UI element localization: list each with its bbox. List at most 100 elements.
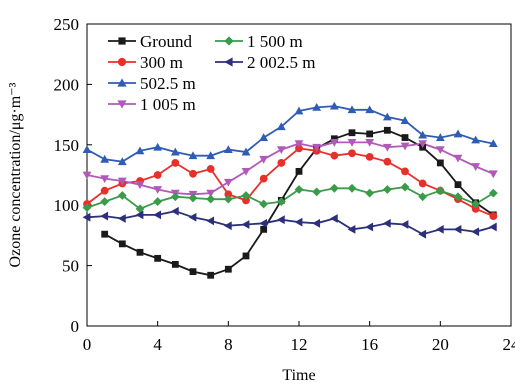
data-point-300-m <box>100 186 109 195</box>
legend-swatch-marker <box>117 100 127 109</box>
data-point-1-500-m <box>241 191 251 200</box>
data-point-2-002-5-m <box>329 214 338 223</box>
data-point-1-500-m <box>453 192 463 202</box>
legend-item-2-002-5-m: 2 002.5 m <box>215 53 315 72</box>
series-line-502-5-m <box>86 105 494 163</box>
data-point-1-500-m <box>170 192 180 202</box>
data-point-1-500-m <box>188 193 198 203</box>
series-lines <box>86 105 494 277</box>
legend-label: 1 500 m <box>247 32 303 51</box>
data-point-1-500-m <box>435 186 445 196</box>
data-point-300-m <box>242 196 250 205</box>
data-point-1-005-m <box>276 146 286 155</box>
x-tick-label: 12 <box>291 335 308 354</box>
data-point-ground <box>366 130 374 138</box>
data-point-1-500-m <box>153 197 163 206</box>
data-point-1-005-m <box>400 142 410 151</box>
series-line-1-500-m <box>86 186 494 210</box>
data-point-1-005-m <box>488 170 498 179</box>
data-point-300-m <box>348 149 356 158</box>
legend-label: 2 002.5 m <box>247 53 315 72</box>
data-point-2-002-5-m <box>276 215 285 225</box>
data-point-1-500-m <box>259 199 269 209</box>
data-point-300-m <box>206 165 215 173</box>
data-point-300-m <box>295 144 303 153</box>
data-point-2-002-5-m <box>117 214 126 223</box>
data-point-ground <box>260 225 268 233</box>
data-point-1-500-m <box>329 183 339 193</box>
data-point-ground <box>383 126 391 134</box>
data-point-300-m <box>418 179 427 188</box>
data-point-1-500-m <box>418 192 428 202</box>
data-point-2-002-5-m <box>241 220 250 229</box>
data-point-502-5-m <box>135 146 145 155</box>
data-point-1-005-m <box>206 189 216 198</box>
y-axis-label: Ozone concentration/μg·m⁻³ <box>7 82 24 267</box>
data-point-ground <box>295 167 303 175</box>
data-point-1-500-m <box>294 185 304 194</box>
data-point-502-5-m <box>488 139 498 147</box>
data-point-502-5-m <box>435 133 445 141</box>
data-point-502-5-m <box>259 133 269 141</box>
data-point-ground <box>436 159 444 167</box>
data-point-2-002-5-m <box>382 218 391 228</box>
legend: Ground 1 500 m 300 m 2 002.5 m 502.5 m 1 005 … <box>108 32 315 114</box>
x-tick-label: 4 <box>153 335 162 354</box>
data-point-502-5-m <box>170 147 180 156</box>
legend-label: 502.5 m <box>140 74 196 93</box>
data-point-1-500-m <box>471 199 481 209</box>
legend-label: 300 m <box>140 53 183 72</box>
legend-swatch-marker <box>118 37 126 45</box>
data-point-ground <box>136 248 144 256</box>
data-point-1-005-m <box>329 138 339 147</box>
data-point-2-002-5-m <box>365 222 374 232</box>
data-point-ground <box>154 254 162 262</box>
legend-item-1-005-m: 1 005 m <box>108 95 196 114</box>
legend-swatch-marker <box>117 78 127 87</box>
data-point-1-500-m <box>365 188 375 198</box>
data-point-300-m <box>471 204 480 213</box>
data-point-1-005-m <box>418 140 428 148</box>
data-point-300-m <box>153 171 162 179</box>
data-point-1-500-m <box>135 204 145 214</box>
data-point-1-005-m <box>153 186 163 194</box>
x-axis-label: Time <box>282 367 315 384</box>
data-point-1-500-m <box>347 183 357 193</box>
data-point-2-002-5-m <box>347 224 356 234</box>
chart-axes: 0 50 100 150 200 250 0 4 8 12 16 20 24 <box>54 15 515 354</box>
data-point-2-002-5-m <box>188 212 197 222</box>
data-point-502-5-m <box>223 145 233 154</box>
data-point-502-5-m <box>241 147 251 156</box>
data-point-502-5-m <box>365 105 375 114</box>
data-point-ground <box>189 268 197 276</box>
data-point-1-005-m <box>82 171 92 180</box>
data-point-1-500-m <box>82 203 92 213</box>
y-tick-label: 250 <box>54 15 80 34</box>
data-point-502-5-m <box>294 106 304 115</box>
x-tick-label: 24 <box>503 335 515 354</box>
data-point-300-m <box>259 174 268 183</box>
data-point-ground <box>101 230 109 238</box>
data-point-1-005-m <box>117 177 127 186</box>
series-markers <box>82 101 498 279</box>
data-point-300-m <box>383 157 392 166</box>
data-point-502-5-m <box>400 116 410 125</box>
data-point-1-005-m <box>135 181 145 190</box>
data-point-1-500-m <box>117 191 127 200</box>
data-point-1-500-m <box>223 194 233 204</box>
legend-item-1-500-m: 1 500 m <box>215 32 303 51</box>
legend-label: 1 005 m <box>140 95 196 114</box>
data-point-ground <box>401 134 409 141</box>
data-point-ground <box>207 271 215 279</box>
legend-swatch-marker <box>117 57 127 67</box>
data-point-502-5-m <box>418 130 428 139</box>
data-point-300-m <box>401 167 409 176</box>
data-point-1-005-m <box>347 138 357 147</box>
data-point-2-002-5-m <box>400 220 409 229</box>
data-point-2-002-5-m <box>471 227 480 237</box>
y-tick-label: 50 <box>62 257 79 276</box>
data-point-502-5-m <box>276 122 286 131</box>
legend-swatch-marker <box>224 57 233 67</box>
data-point-2-002-5-m <box>435 224 444 234</box>
data-point-502-5-m <box>453 129 463 138</box>
